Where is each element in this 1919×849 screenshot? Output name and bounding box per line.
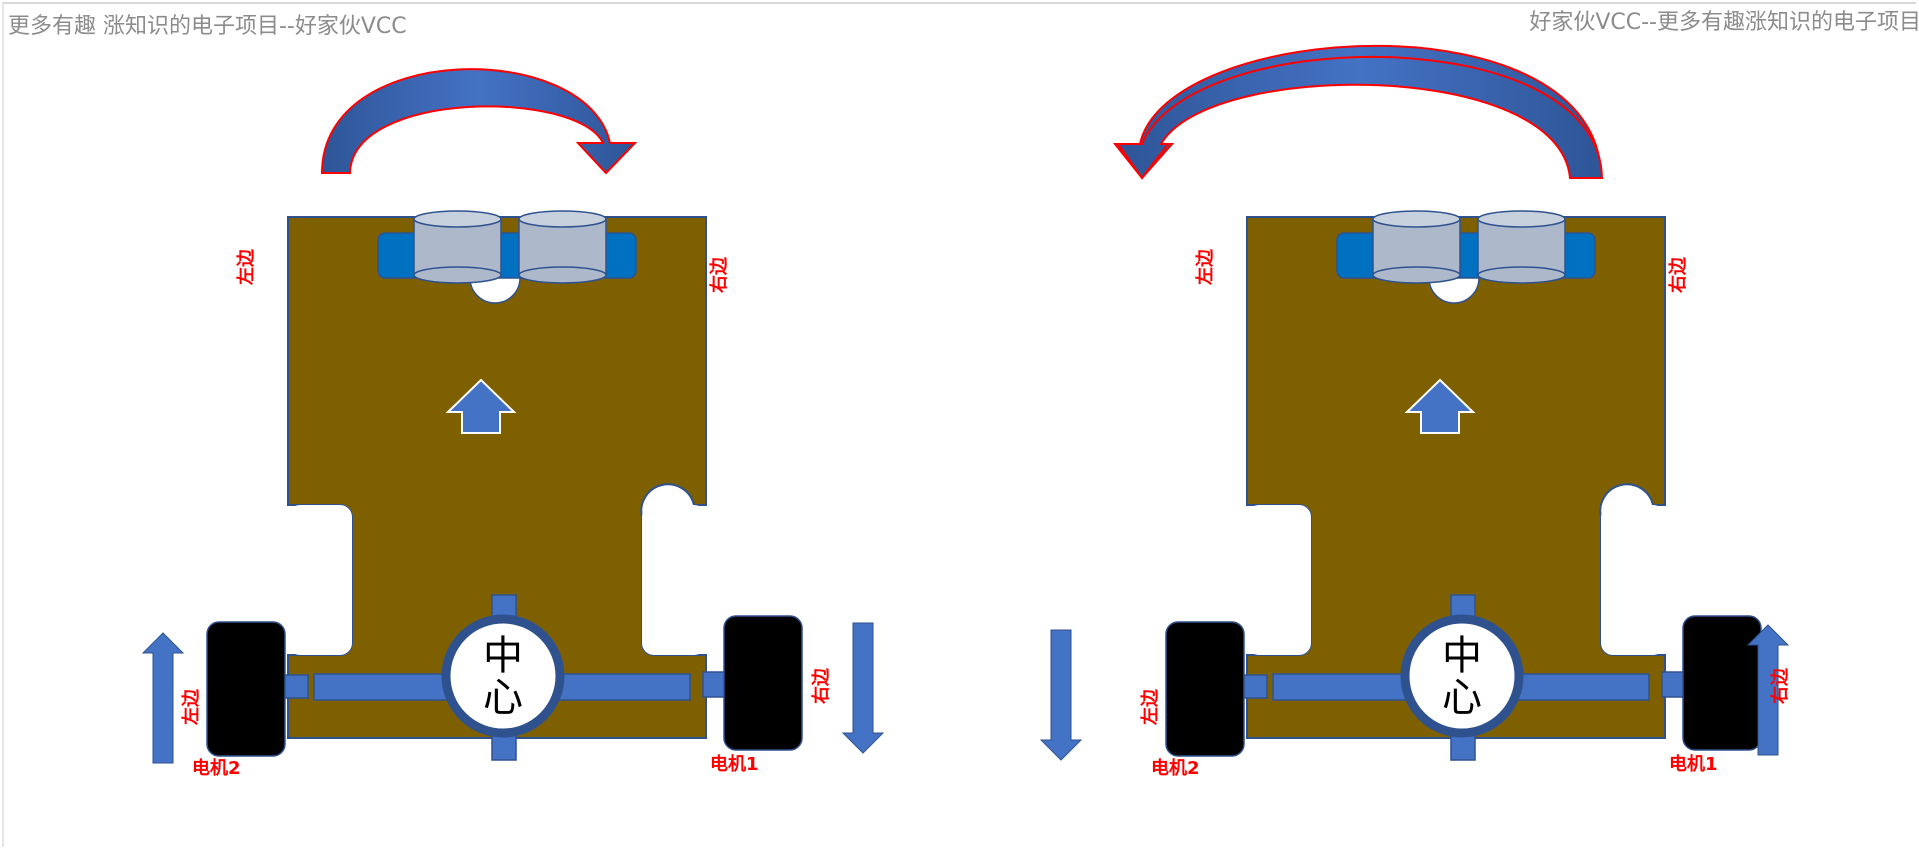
robot-1-motor-right-label: 电机1 — [710, 753, 759, 775]
robot-2-center-label-bottom: 心 — [1442, 675, 1482, 721]
robot-2-motor-left-label: 电机2 — [1151, 757, 1200, 779]
robot-1-center-label-bottom: 心 — [483, 675, 523, 721]
robot-1-right-side-label: 右边 — [708, 256, 730, 293]
robot-1-left-side-label: 左边 — [235, 248, 257, 285]
motor-right-arrow-down-icon — [842, 622, 884, 754]
motor-left-arrow-down-icon — [1040, 629, 1082, 761]
robot-1-motor-left-label: 电机2 — [192, 757, 241, 779]
robot-2-motor-right-side-label: 右边 — [1769, 667, 1791, 704]
robot-2-center-label-top: 中 — [1442, 633, 1482, 679]
robot-1-clockwise — [142, 68, 884, 764]
counterclockwise-turn-arrow-body — [1116, 55, 1604, 180]
robot-2-left-side-label: 左边 — [1194, 248, 1216, 285]
robot-1-center-label-top: 中 — [483, 633, 523, 679]
clockwise-turn-arrow-icon — [320, 68, 638, 175]
robot-2-motor-left-side-label: 左边 — [1139, 688, 1161, 725]
watermark-left: 更多有趣 涨知识的电子项目--好家伙VCC — [8, 14, 407, 39]
robot-2-counterclockwise — [1040, 44, 1789, 761]
robot-2-motor-right-label: 电机1 — [1669, 753, 1718, 775]
motor-left-arrow-up-icon — [142, 632, 184, 764]
robot-1-motor-left-side-label: 左边 — [180, 688, 202, 725]
robot-2-right-side-label: 右边 — [1667, 256, 1689, 293]
watermark-right: 好家伙VCC--更多有趣涨知识的电子项目 — [1529, 10, 1919, 35]
robot-1-motor-right-side-label: 右边 — [810, 667, 832, 704]
